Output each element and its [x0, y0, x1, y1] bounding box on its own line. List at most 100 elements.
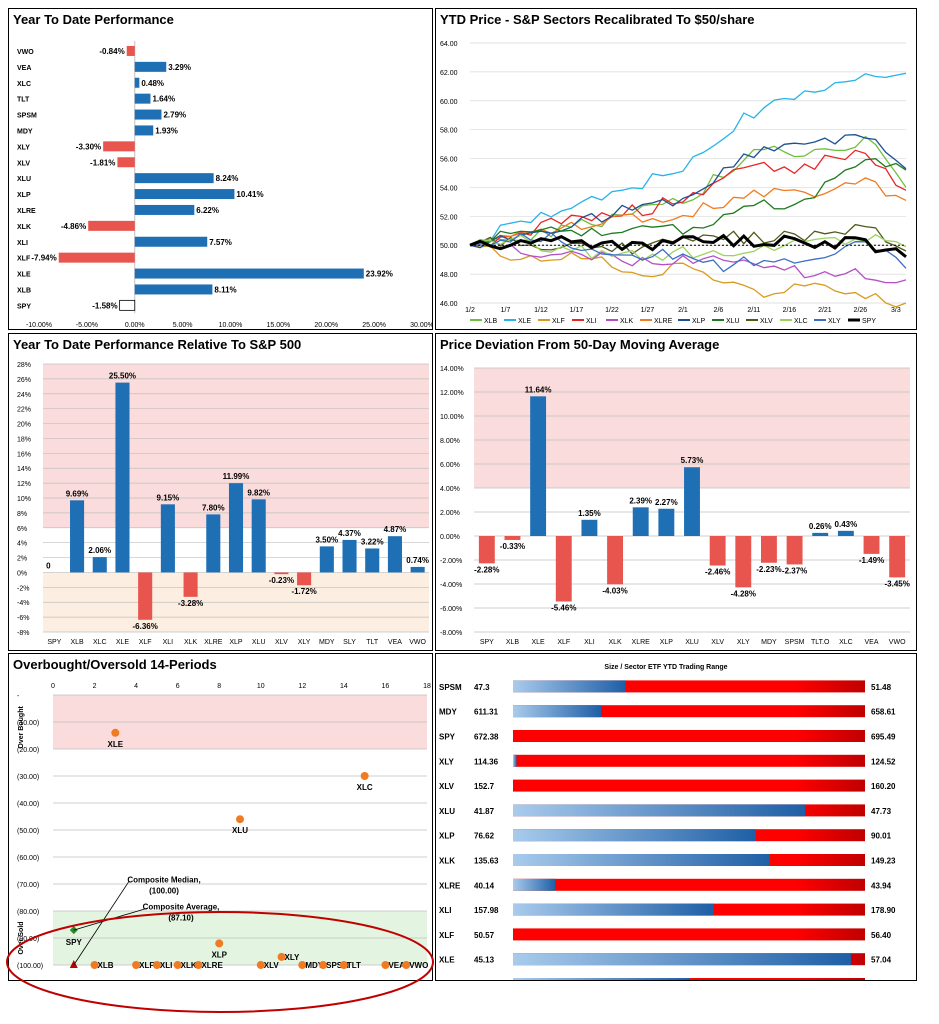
obos-median-value: (100.00)	[149, 886, 179, 895]
dev-y-tick: 4.00%	[440, 486, 460, 493]
dev-x-label: XLE	[532, 639, 546, 646]
range-bar-track	[513, 730, 865, 742]
rel-y-tick: -8%	[17, 630, 29, 637]
deviation-title: Price Deviation From 50-Day Moving Avera…	[440, 337, 720, 352]
ytd-category-label: TLT	[17, 97, 30, 104]
price-legend-label: XLY	[828, 318, 841, 325]
range-low: 76.62	[474, 832, 495, 841]
range-high: 178.90	[871, 906, 896, 915]
rel-value-label: 3.22%	[361, 537, 384, 546]
ytd-category-label: XLB	[17, 287, 31, 294]
rel-y-tick: 26%	[17, 377, 31, 384]
rel-x-label: XLU	[252, 639, 266, 646]
rel-value-label: 9.82%	[247, 488, 270, 497]
rel-x-label: XLRE	[204, 639, 223, 646]
obos-y-tick: (80.00)	[17, 909, 39, 916]
panel-price-deviation: Price Deviation From 50-Day Moving Avera…	[435, 333, 917, 651]
price-x-tick: 2/16	[783, 307, 797, 314]
price-legend-label: XLRE	[654, 318, 673, 325]
dev-x-label: XLF	[557, 639, 570, 646]
price-y-tick: 58.00	[440, 128, 458, 135]
dev-value-label: -2.46%	[705, 568, 730, 577]
obos-x-tick: 8	[217, 683, 221, 690]
range-low: 152.7	[474, 782, 495, 791]
rel-bar	[319, 546, 334, 573]
obos-spy-label: SPY	[66, 938, 83, 947]
obos-point-label: XLV	[264, 961, 280, 970]
range-high: 658.61	[871, 708, 896, 717]
dev-value-label: -5.46%	[551, 604, 576, 613]
rel-x-label: XLV	[275, 639, 288, 646]
rel-bar	[342, 539, 357, 573]
ytd-bar	[103, 141, 135, 152]
rel-value-label: 9.69%	[66, 489, 89, 498]
rel-y-tick: 4%	[17, 541, 27, 548]
obos-average-value: (87.10)	[168, 913, 194, 922]
price-series-xlv	[469, 223, 907, 255]
ytd-value-label: 8.24%	[216, 174, 239, 183]
ytd-value-label: -0.84%	[99, 47, 124, 56]
dev-y-tick: 6.00%	[440, 462, 460, 469]
range-ticker: XLY	[439, 757, 454, 766]
rel-bar	[365, 548, 380, 573]
price-series-xlc	[469, 233, 907, 262]
ytd-category-label: XLI	[17, 240, 28, 247]
obos-oversold-label: Over Sold	[18, 921, 25, 954]
dev-x-label: XLP	[660, 639, 674, 646]
ytd-bar	[134, 284, 213, 295]
price-y-tick: 48.00	[440, 272, 458, 279]
obos-y-tick: (40.00)	[17, 801, 39, 808]
ytd-value-label: 1.64%	[152, 95, 175, 104]
price-y-tick: 46.00	[440, 301, 458, 308]
price-x-tick: 2/11	[747, 307, 760, 314]
rel-y-tick: -6%	[17, 615, 29, 622]
ytd-value-label: 0.48%	[141, 79, 164, 88]
range-ticker: XLE	[439, 956, 455, 965]
rel-x-label: XLK	[184, 639, 198, 646]
ytd-category-label: XLRE	[17, 208, 36, 215]
dev-bar	[607, 536, 624, 585]
price-series-spy	[469, 233, 907, 258]
dev-value-label: -4.28%	[731, 589, 756, 598]
obos-point-label: XLE	[108, 740, 124, 749]
dev-bar	[735, 536, 752, 588]
obos-y-tick: (20.00)	[17, 747, 39, 754]
range-bar-position	[513, 903, 714, 916]
rel-y-tick: -4%	[17, 600, 29, 607]
rel-y-tick: 22%	[17, 407, 31, 414]
dev-bar	[863, 536, 880, 554]
panel-ytd-price: YTD Price - S&P Sectors Recalibrated To …	[435, 8, 917, 330]
price-series-xlb	[469, 135, 907, 246]
rel-value-label: -6.36%	[132, 622, 157, 631]
ytd-bar	[134, 268, 364, 279]
range-bar-position	[513, 953, 851, 966]
rel-value-label: 7.80%	[202, 503, 225, 512]
range-high: 149.23	[871, 857, 896, 866]
rel-value-label: 4.37%	[338, 529, 361, 538]
ytd-value-label: -1.81%	[90, 158, 115, 167]
obos-y-tick: (30.00)	[17, 774, 39, 781]
rel-bar	[206, 514, 221, 573]
ytd-category-label: VEA	[17, 65, 31, 72]
rel-bar	[251, 499, 266, 573]
obos-point-label: XLK	[181, 961, 197, 970]
ytd-bar-chart: -10.00% -5.00% 0.00% 5.00% 10.00% 15.00% 20.00…	[17, 41, 432, 329]
obos-x-tick: 0	[51, 683, 55, 690]
dev-x-label: XLU	[685, 639, 699, 646]
panel-ytd-performance: Year To Date Performance -10.00% -5.00% 0.…	[8, 8, 433, 330]
ytd-x-tick: -10.00%	[26, 322, 52, 329]
rel-bar	[115, 382, 130, 573]
range-bar-position	[513, 878, 556, 891]
ytd-bar	[134, 189, 235, 200]
ytd-bar	[134, 93, 151, 104]
obos-point-label: XLC	[357, 783, 373, 792]
range-ticker: SPY	[439, 733, 456, 742]
dev-value-label: -1.49%	[859, 556, 884, 565]
price-x-tick: 1/2	[465, 307, 475, 314]
dev-bar	[786, 536, 803, 565]
dev-bar	[658, 508, 675, 536]
obos-point-label: VWO	[409, 961, 428, 970]
rel-bar	[160, 504, 175, 573]
rel-y-tick: 2%	[17, 556, 27, 563]
ytd-x-tick: 0.00%	[125, 322, 145, 329]
